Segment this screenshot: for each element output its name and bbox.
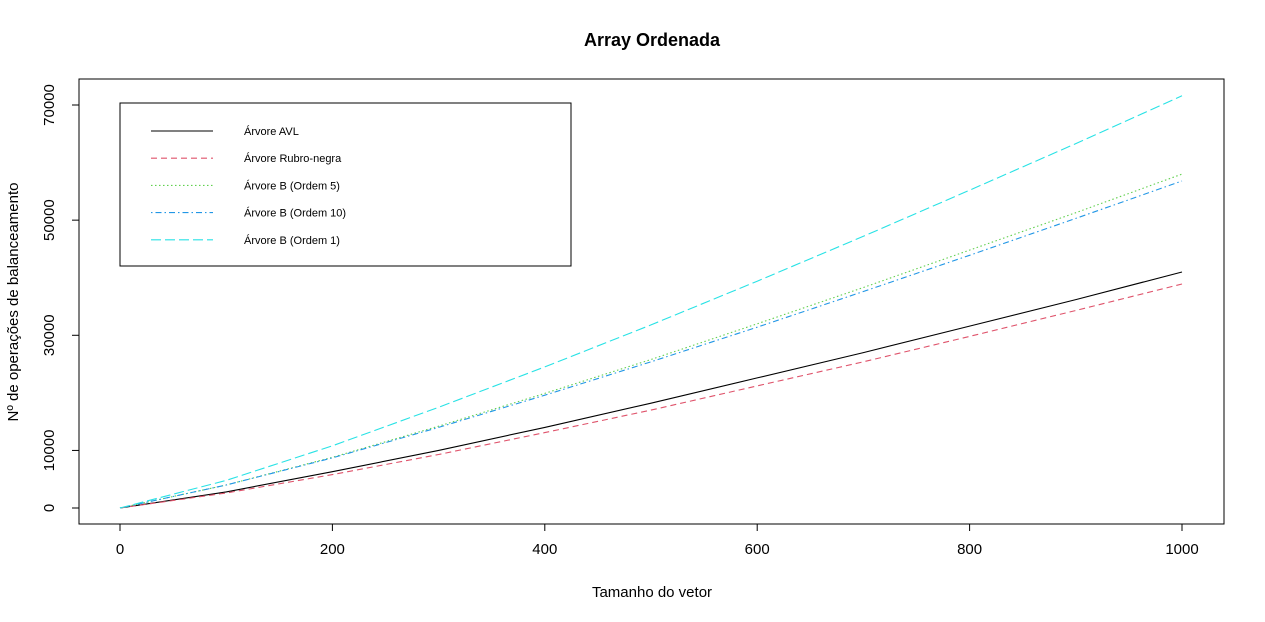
- legend-label-2: Árvore Rubro-negra: [244, 152, 342, 165]
- x-tick-label: 400: [532, 541, 557, 558]
- y-axis-label: Nº de operações de balanceamento: [5, 183, 22, 422]
- x-tick-label: 0: [116, 541, 124, 558]
- series-layer: [119, 95, 1183, 509]
- y-tick-label: 70000: [41, 84, 58, 126]
- y-axis: 0 10000 30000 50000 70000: [41, 84, 80, 512]
- x-tick-label: 200: [320, 541, 345, 558]
- series-line-2: [119, 283, 1183, 509]
- legend: Árvore AVL Árvore Rubro-negra Árvore B (Or…: [119, 102, 572, 267]
- chart-title: Array Ordenada: [584, 30, 721, 50]
- legend-label-3: Árvore B (Ordem 5): [244, 179, 340, 192]
- series-line-5: [119, 95, 1183, 509]
- x-tick-label: 1000: [1165, 541, 1198, 558]
- y-tick-label: 30000: [41, 314, 58, 356]
- y-tick-label: 50000: [41, 199, 58, 241]
- x-axis: 0 200 400 600 800 1000: [116, 523, 1199, 558]
- legend-label-4: Árvore B (Ordem 10): [244, 207, 346, 220]
- y-tick-label: 0: [41, 504, 58, 512]
- legend-label-1: Árvore AVL: [244, 125, 299, 138]
- series-line-4: [119, 180, 1183, 509]
- x-axis-label: Tamanho do vetor: [592, 584, 712, 601]
- legend-box: [119, 102, 572, 267]
- series-line-1: [119, 271, 1183, 509]
- x-tick-label: 600: [745, 541, 770, 558]
- x-tick-label: 800: [957, 541, 982, 558]
- y-tick-label: 10000: [41, 430, 58, 472]
- legend-label-5: Árvore B (Ordem 1): [244, 234, 340, 247]
